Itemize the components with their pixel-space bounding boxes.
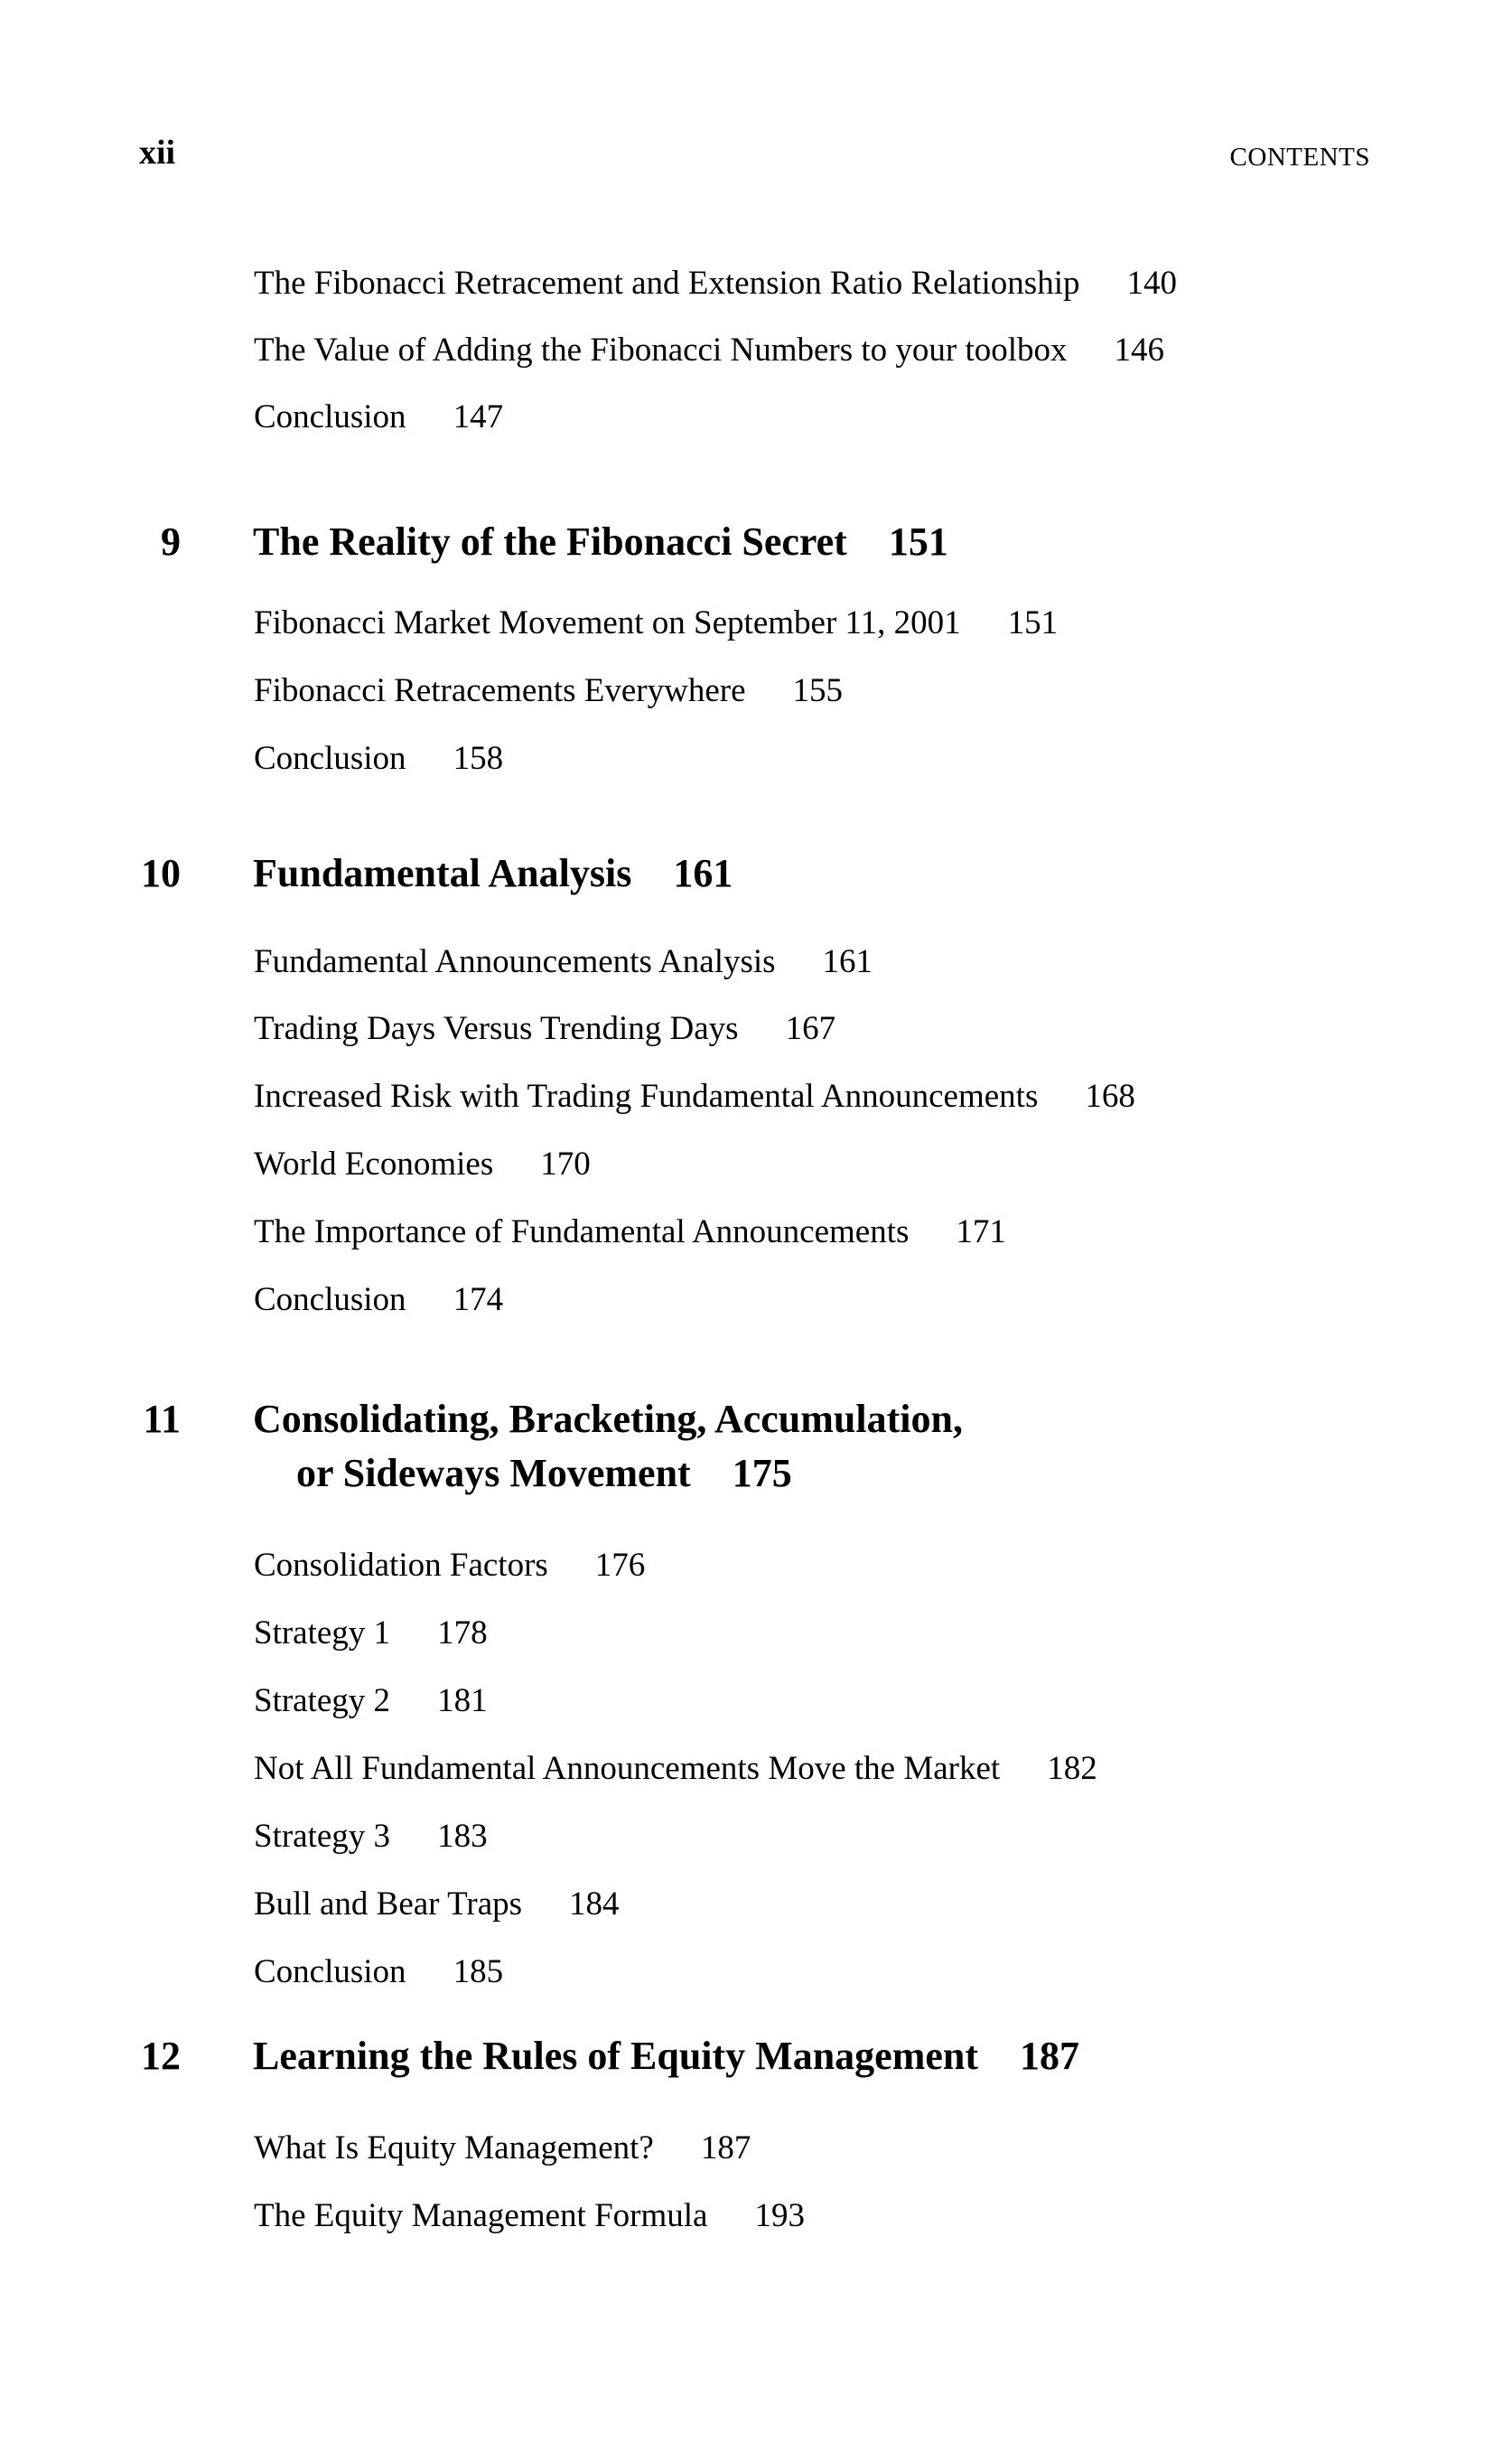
toc-entry-title: Fibonacci Retracements Everywhere	[254, 672, 746, 709]
toc-entry-title: Trading Days Versus Trending Days	[254, 1010, 739, 1047]
toc-entry-page: 151	[1007, 604, 1059, 641]
toc-entry-page: 184	[569, 1886, 620, 1923]
chapter-heading: Fundamental Analysis 161	[253, 854, 733, 894]
toc-entry: What Is Equity Management? 187	[254, 2131, 751, 2165]
toc-entry-page: 185	[453, 1953, 504, 1990]
chapter-heading: Learning the Rules of Equity Management 1…	[253, 2036, 1079, 2076]
chapter-title: The Reality of the Fibonacci Secret	[253, 519, 847, 564]
toc-entry: The Value of Adding the Fibonacci Number…	[254, 333, 1164, 367]
toc-entry-title: Consolidation Factors	[254, 1547, 548, 1584]
toc-entry-page: 158	[453, 740, 504, 777]
toc-entry: Conclusion 174	[254, 1283, 503, 1316]
toc-entry: Not All Fundamental Announcements Move t…	[254, 1752, 1097, 1785]
toc-entry-page: 178	[437, 1614, 488, 1652]
toc-entry-page: 155	[792, 672, 844, 709]
toc-entry-title: Fibonacci Market Movement on September 1…	[254, 604, 961, 641]
toc-entry: Conclusion 158	[254, 742, 503, 775]
toc-entry-page: 161	[822, 943, 873, 980]
toc-entry-title: Conclusion	[254, 740, 406, 777]
toc-entry: Strategy 2 181	[254, 1684, 488, 1717]
chapter-heading: The Reality of the Fibonacci Secret 151	[253, 522, 948, 562]
running-head: CONTENTS	[1229, 143, 1370, 172]
toc-entry-page: 140	[1126, 265, 1178, 302]
toc-entry: Strategy 3 183	[254, 1820, 488, 1853]
toc-entry: Conclusion 185	[254, 1955, 503, 1988]
toc-entry-title: The Value of Adding the Fibonacci Number…	[254, 332, 1068, 369]
toc-entry: Fundamental Announcements Analysis 161	[254, 945, 873, 978]
toc-entry: Bull and Bear Traps 184	[254, 1887, 620, 1921]
toc-entry: World Economies 170	[254, 1147, 591, 1181]
toc-entry: Increased Risk with Trading Fundamental …	[254, 1080, 1135, 1113]
chapter-number: 12	[141, 2034, 181, 2078]
chapter-page: 175	[732, 1451, 792, 1495]
toc-entry-page: 187	[700, 2129, 751, 2166]
chapter-page: 187	[1020, 2034, 1079, 2078]
chapter-title-line1: Consolidating, Bracketing, Accumulation,	[253, 1397, 963, 1441]
toc-entry-page: 182	[1047, 1750, 1097, 1787]
toc-entry-title: Increased Risk with Trading Fundamental …	[254, 1078, 1039, 1115]
toc-entry-title: Conclusion	[254, 398, 406, 435]
toc-entry: The Fibonacci Retracement and Extension …	[254, 267, 1177, 300]
toc-entry-title: The Importance of Fundamental Announceme…	[254, 1213, 910, 1250]
toc-entry-page: 146	[1114, 332, 1165, 369]
chapter-page: 161	[673, 851, 733, 895]
toc-entry: Trading Days Versus Trending Days 167	[254, 1012, 835, 1045]
chapter-heading: Consolidating, Bracketing, Accumulation,	[253, 1399, 963, 1439]
toc-entry-title: Strategy 2	[254, 1682, 391, 1719]
toc-entry-title: What Is Equity Management?	[254, 2129, 654, 2166]
toc-entry-page: 193	[754, 2197, 805, 2234]
toc-entry-page: 181	[437, 1682, 488, 1719]
toc-entry-title: Not All Fundamental Announcements Move t…	[254, 1750, 1001, 1787]
chapter-title: Learning the Rules of Equity Management	[253, 2034, 978, 2078]
chapter-title: Fundamental Analysis	[253, 851, 632, 895]
toc-entry: The Importance of Fundamental Announceme…	[254, 1215, 1006, 1249]
toc-entry-title: The Fibonacci Retracement and Extension …	[254, 265, 1080, 302]
toc-entry: Fibonacci Market Movement on September 1…	[254, 606, 1058, 640]
chapter-title-line2: or Sideways Movement	[296, 1451, 691, 1495]
toc-entry-title: Fundamental Announcements Analysis	[254, 943, 776, 980]
chapter-number: 9	[161, 519, 181, 564]
chapter-heading-line2: or Sideways Movement 175	[296, 1454, 792, 1493]
toc-entry-title: Strategy 1	[254, 1614, 391, 1652]
toc-entry-title: Conclusion	[254, 1953, 406, 1990]
toc-entry-title: World Economies	[254, 1146, 494, 1183]
toc-entry-title: Strategy 3	[254, 1818, 391, 1855]
page-folio: xii	[139, 134, 176, 172]
toc-entry: Fibonacci Retracements Everywhere 155	[254, 674, 843, 707]
toc-entry-page: 168	[1085, 1078, 1135, 1115]
toc-entry: Strategy 1 178	[254, 1616, 488, 1650]
chapter-page: 151	[888, 519, 948, 564]
toc-entry: Conclusion 147	[254, 400, 503, 434]
toc-entry-page: 147	[453, 398, 504, 435]
toc-entry-page: 170	[540, 1146, 591, 1183]
toc-entry-page: 183	[437, 1818, 488, 1855]
toc-entry-page: 171	[956, 1213, 1006, 1250]
toc-entry-page: 174	[453, 1281, 504, 1318]
toc-entry: Consolidation Factors 176	[254, 1549, 645, 1582]
toc-entry-title: Conclusion	[254, 1281, 406, 1318]
toc-entry-page: 176	[594, 1547, 646, 1584]
chapter-number: 11	[143, 1397, 181, 1441]
toc-entry-title: The Equity Management Formula	[254, 2197, 708, 2234]
chapter-number: 10	[141, 851, 181, 895]
toc-entry-page: 167	[785, 1010, 836, 1047]
toc-entry: The Equity Management Formula 193	[254, 2199, 805, 2232]
toc-entry-title: Bull and Bear Traps	[254, 1886, 523, 1923]
